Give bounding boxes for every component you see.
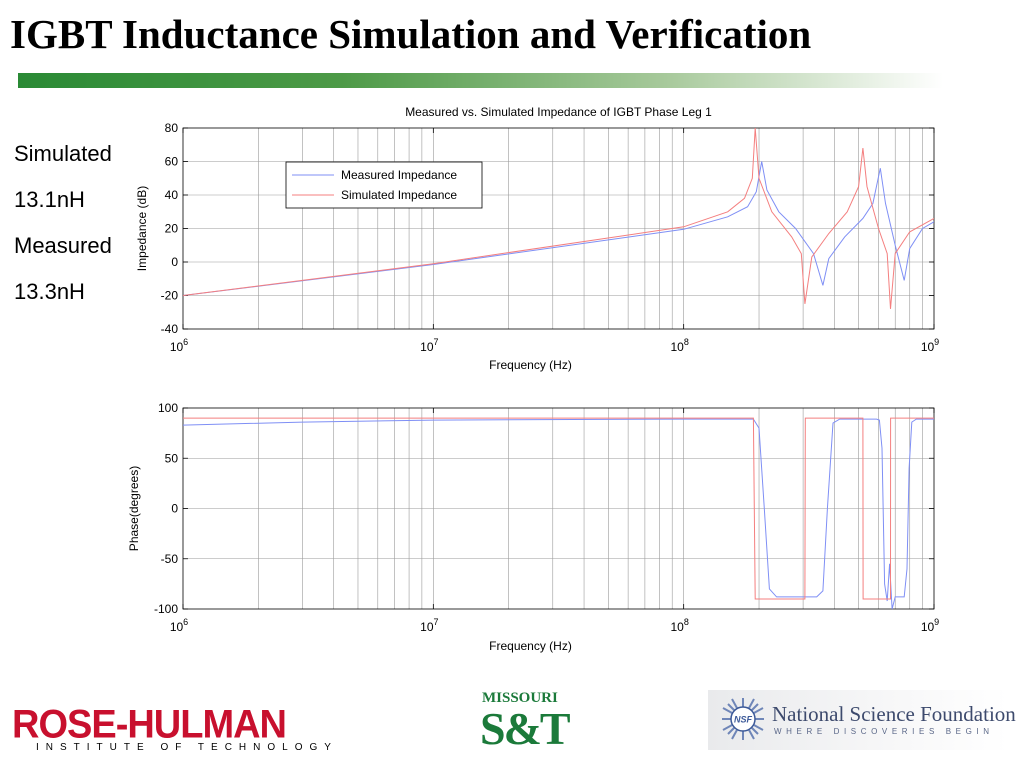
- x-tick-label: 108: [670, 337, 688, 354]
- x-tick-exponent: 8: [684, 617, 689, 627]
- y-tick-label: -50: [161, 552, 179, 566]
- series-line-measured: [183, 418, 934, 610]
- chart-title: Measured vs. Simulated Impedance of IGBT…: [405, 105, 712, 119]
- y-tick-label: 40: [165, 188, 179, 202]
- title-gradient-bar: [18, 73, 943, 88]
- legend: Measured Impedance Simulated Impedance: [285, 161, 483, 209]
- note-simulated-value: 13.1nH: [14, 187, 85, 212]
- rose-hulman-logo-subtitle: INSTITUTE OF TECHNOLOGY: [36, 742, 338, 753]
- legend-box: [285, 161, 483, 209]
- grid-lines: [183, 408, 934, 609]
- nsf-seal-text: NSF: [734, 715, 753, 725]
- slide-title: IGBT Inductance Simulation and Verificat…: [10, 11, 812, 57]
- missouri-st-logo-top: MISSOURI: [482, 690, 558, 706]
- x-tick-exponent: 6: [183, 337, 188, 347]
- y-tick-label: 80: [165, 121, 179, 135]
- x-tick-exponent: 7: [434, 337, 439, 347]
- x-tick-base: 10: [670, 620, 684, 634]
- y-tick-label: -100: [154, 602, 178, 616]
- series-line-simulated: [183, 417, 934, 600]
- x-axis-label: Frequency (Hz): [489, 639, 572, 653]
- x-tick-label: 109: [921, 617, 939, 634]
- nsf-logo: NSF National Science Foundation WHERE DI…: [708, 690, 1016, 750]
- x-tick-base: 10: [670, 340, 684, 354]
- x-tick-base: 10: [170, 620, 184, 634]
- legend-label: Measured Impedance: [341, 168, 457, 182]
- x-tick-label: 107: [420, 337, 438, 354]
- y-tick-label: 0: [171, 255, 178, 269]
- y-axis-label: Phase(degrees): [127, 466, 141, 551]
- grid-lines: [183, 128, 934, 329]
- y-tick-label: 50: [165, 451, 179, 465]
- x-tick-exponent: 6: [183, 617, 188, 627]
- x-tick-base: 10: [420, 340, 434, 354]
- missouri-st-logo: MISSOURI S&T: [480, 690, 571, 758]
- x-tick-label: 106: [170, 617, 188, 634]
- x-tick-base: 10: [420, 620, 434, 634]
- y-axis-label: Impedance (dB): [135, 186, 149, 271]
- y-tick-label: -20: [161, 289, 179, 303]
- x-tick-exponent: 9: [934, 617, 939, 627]
- x-tick-base: 10: [921, 620, 935, 634]
- x-tick-base: 10: [170, 340, 184, 354]
- x-tick-exponent: 8: [684, 337, 689, 347]
- nsf-logo-tagline: WHERE DISCOVERIES BEGIN: [774, 727, 994, 736]
- side-notes: Simulated 13.1nH Measured 13.3nH: [14, 131, 112, 315]
- note-measured-label: Measured: [14, 233, 112, 258]
- note-simulated-label: Simulated: [14, 141, 112, 166]
- x-axis-label: Frequency (Hz): [489, 358, 572, 372]
- rose-hulman-logo-name: ROSE-HULMAN: [12, 702, 287, 748]
- rose-hulman-logo: ROSE-HULMAN INSTITUTE OF TECHNOLOGY: [12, 703, 331, 756]
- y-tick-label: 20: [165, 222, 179, 236]
- y-tick-label: 100: [158, 401, 178, 415]
- y-tick-label: 0: [171, 502, 178, 516]
- x-tick-exponent: 7: [434, 617, 439, 627]
- x-tick-label: 107: [420, 617, 438, 634]
- series-line-simulated: [183, 127, 934, 309]
- missouri-st-logo-main: S&T: [480, 703, 571, 754]
- series-line-measured: [183, 161, 934, 296]
- y-tick-label: -40: [161, 322, 179, 336]
- nsf-seal-icon: NSF: [722, 698, 764, 740]
- nsf-logo-name: National Science Foundation: [772, 702, 1016, 726]
- y-tick-label: 60: [165, 155, 179, 169]
- x-tick-label: 106: [170, 337, 188, 354]
- chart-1: Measured vs. Simulated Impedance of IGBT…: [135, 105, 939, 372]
- x-tick-label: 109: [921, 337, 939, 354]
- x-tick-exponent: 9: [934, 337, 939, 347]
- x-tick-label: 108: [670, 617, 688, 634]
- x-tick-base: 10: [921, 340, 935, 354]
- note-measured-value: 13.3nH: [14, 279, 85, 304]
- legend-label: Simulated Impedance: [341, 188, 457, 202]
